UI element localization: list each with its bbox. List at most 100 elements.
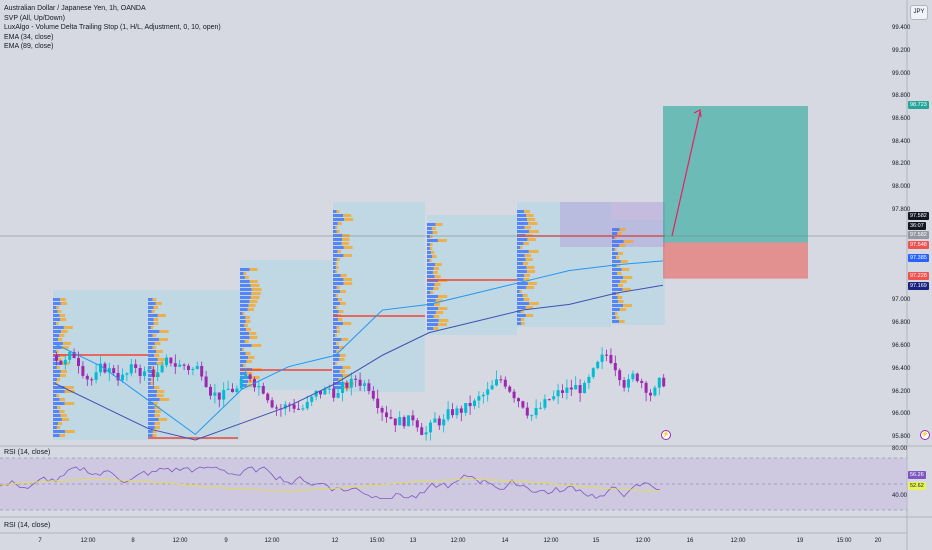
profile-bar-up	[427, 231, 433, 234]
profile-bar-up	[240, 328, 247, 331]
profile-bar-down	[344, 218, 354, 221]
candle-body	[605, 354, 608, 356]
profile-bar-down	[152, 334, 157, 337]
profile-bar-up	[148, 426, 155, 429]
profile-bar-up	[240, 344, 252, 347]
profile-bar-up	[333, 222, 338, 225]
profile-bar-up	[612, 284, 619, 287]
profile-bar-down	[156, 362, 164, 365]
profile-bar-up	[612, 288, 623, 291]
profile-bar-up	[427, 263, 436, 266]
profile-bar-up	[148, 366, 152, 369]
profile-bar-down	[524, 274, 531, 277]
candle-body	[195, 365, 199, 369]
profile-bar-up	[53, 422, 58, 425]
profile-bar-up	[517, 270, 527, 273]
profile-bar-down	[243, 364, 246, 367]
profile-bar-up	[148, 414, 155, 417]
price-axis-label: 96.200	[892, 389, 911, 395]
profile-bar-down	[434, 303, 440, 306]
rsi-panel-1-title[interactable]: RSI (14, close)	[4, 449, 51, 456]
candle-body	[345, 382, 349, 388]
profile-bar-up	[240, 360, 247, 363]
profile-bar-down	[245, 352, 251, 355]
profile-bar-down	[244, 276, 249, 279]
profile-bar-up	[148, 434, 153, 437]
currency-button[interactable]: JPY	[910, 5, 928, 20]
candle-body	[297, 408, 300, 410]
profile-bar-down	[617, 272, 622, 275]
rsi-panel-2-title[interactable]: RSI (14, close)	[4, 522, 51, 529]
profile-bar-up	[612, 300, 619, 303]
profile-bar-down	[433, 287, 439, 290]
profile-bar-up	[517, 294, 523, 297]
profile-bar-down	[157, 314, 166, 317]
profile-bar-down	[154, 354, 160, 357]
luxalgo-indicator-label[interactable]: LuxAlgo - Volume Delta Trailing Stop (1,…	[4, 24, 221, 31]
profile-bar-up	[333, 338, 342, 341]
profile-bar-down	[59, 410, 65, 413]
profile-bar-down	[431, 251, 435, 254]
profile-bar-up	[427, 311, 436, 314]
profile-bar-up	[53, 302, 61, 305]
profile-bar-down	[154, 342, 161, 345]
candle-body	[354, 378, 358, 380]
profile-bar-up	[333, 326, 337, 329]
candle-body	[81, 365, 85, 376]
time-axis-label: 15:00	[836, 538, 852, 544]
profile-bar-down	[435, 299, 443, 302]
profile-bar-up	[517, 290, 520, 293]
profile-bar-down	[336, 266, 339, 269]
profile-bar-up	[240, 332, 249, 335]
candle-body	[420, 427, 424, 435]
profile-bar-down	[617, 296, 623, 299]
profile-bar-down	[57, 406, 61, 409]
flash-icon[interactable]: ⚡	[661, 430, 671, 440]
profile-bar-down	[525, 306, 533, 309]
profile-bar-down	[335, 306, 339, 309]
candle-body	[147, 369, 151, 372]
profile-bar-up	[517, 314, 526, 317]
profile-bar-up	[148, 338, 159, 341]
candle-body	[55, 355, 58, 361]
candle-body	[561, 390, 564, 393]
candle-body	[517, 398, 520, 402]
candle-body	[341, 382, 344, 393]
profile-bar-down	[523, 278, 529, 281]
price-tag: 98.723	[908, 101, 929, 109]
candle-body	[319, 390, 322, 395]
candle-body	[635, 373, 639, 382]
profile-bar-down	[614, 248, 617, 251]
candle-body	[191, 368, 195, 370]
flash-icon-axis[interactable]: ⚡	[920, 430, 930, 440]
ema89-indicator-label[interactable]: EMA (89, close)	[4, 43, 54, 50]
profile-bar-up	[612, 244, 620, 247]
profile-bar-up	[53, 310, 58, 313]
profile-bar-down	[429, 235, 433, 238]
ema34-indicator-label[interactable]: EMA (34, close)	[4, 33, 54, 41]
profile-bar-up	[240, 336, 250, 339]
time-axis-label: 16	[686, 538, 694, 544]
candle-body	[495, 379, 498, 386]
profile-bar-up	[53, 414, 61, 417]
candle-body	[627, 379, 630, 388]
profile-bar-down	[429, 247, 433, 250]
candle-body	[415, 420, 419, 428]
profile-bar-up	[240, 340, 245, 343]
profile-bar-down	[526, 270, 536, 273]
profile-bar-up	[517, 310, 521, 313]
profile-bar-down	[243, 272, 247, 275]
candle-body	[222, 389, 226, 400]
svp-indicator-label[interactable]: SVP (All, Up/Down)	[4, 14, 65, 22]
profile-bar-down	[619, 244, 626, 247]
profile-bar-down	[158, 418, 168, 421]
symbol-title[interactable]: Australian Dollar / Japanese Yen, 1h, OA…	[4, 5, 146, 12]
profile-bar-down	[247, 308, 254, 311]
candle-body	[459, 408, 463, 413]
rsi-value-tag: 56.26	[908, 471, 926, 479]
profile-bar-up	[240, 308, 248, 311]
profile-bar-up	[148, 362, 157, 365]
profile-bar-up	[612, 236, 615, 239]
